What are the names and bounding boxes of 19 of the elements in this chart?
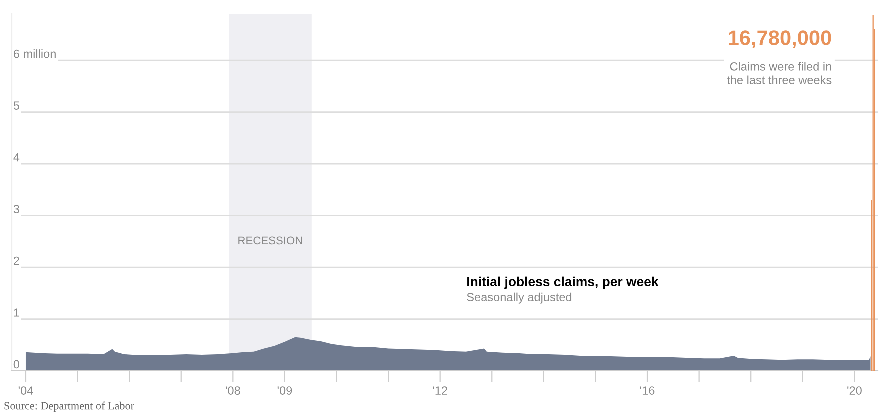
x-tick-label: '08	[226, 386, 240, 395]
y-tick-label: 0	[14, 360, 20, 369]
x-tick-label: '20	[848, 386, 862, 395]
text: Initial jobless claims, per week	[468, 276, 659, 290]
annotation: Claims were filed in the last three weeks	[727, 62, 832, 84]
y-tick-label: 4	[14, 153, 20, 162]
x-tick-label: '12	[433, 386, 448, 395]
x-tick-label: '09	[278, 386, 292, 395]
y-tick-label: 3	[14, 205, 20, 214]
x-tick-label: '16	[640, 386, 655, 395]
y-tick-label: 1	[14, 308, 20, 317]
y-tick-label: 6 million	[14, 50, 56, 58]
y-tick-label: 5	[14, 102, 20, 110]
y-tick-label: 2	[14, 256, 20, 266]
source-note: Source: Department of Labor	[4, 402, 134, 412]
x-tick-label: '04	[18, 386, 34, 395]
text: Seasonally adjusted	[467, 292, 572, 304]
band-label: RECESSION	[238, 236, 302, 245]
annotation: 16,780,000	[729, 30, 832, 48]
